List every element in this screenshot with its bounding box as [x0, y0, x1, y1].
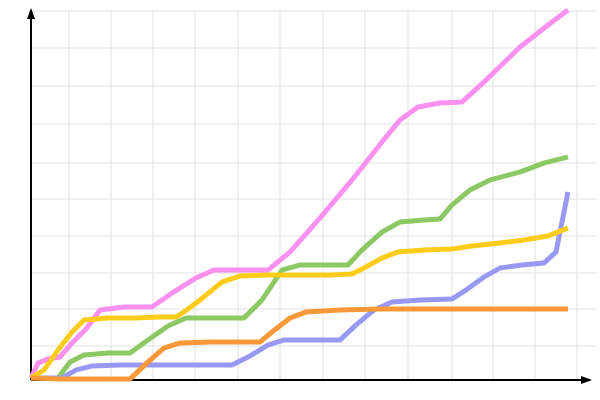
grid-vertical-lines	[68, 10, 578, 380]
series-line-pink	[28, 8, 570, 380]
grid-horizontal-lines	[31, 10, 597, 347]
series-line-periwinkle	[31, 191, 571, 381]
series-line-green	[31, 154, 569, 381]
series-line-yellow	[29, 225, 569, 381]
series-line-orange	[30, 306, 568, 382]
y-axis-arrow-icon	[27, 8, 35, 19]
x-axis-arrow-icon	[581, 376, 592, 384]
series-lines	[28, 8, 571, 382]
